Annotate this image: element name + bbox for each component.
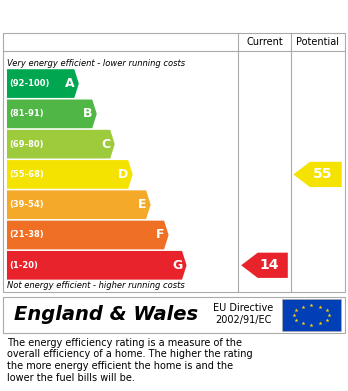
Text: Current: Current: [246, 37, 283, 47]
Text: 14: 14: [260, 258, 279, 272]
Polygon shape: [7, 221, 168, 249]
Polygon shape: [241, 253, 288, 278]
Text: (69-80): (69-80): [10, 140, 44, 149]
Text: (21-38): (21-38): [10, 231, 44, 240]
Text: EU Directive
2002/91/EC: EU Directive 2002/91/EC: [213, 303, 274, 325]
Polygon shape: [7, 69, 79, 98]
Text: Not energy efficient - higher running costs: Not energy efficient - higher running co…: [7, 281, 185, 290]
Text: A: A: [65, 77, 75, 90]
Polygon shape: [7, 160, 133, 189]
Text: D: D: [118, 168, 129, 181]
Text: G: G: [172, 259, 182, 272]
Text: F: F: [156, 228, 165, 242]
Text: Very energy efficient - lower running costs: Very energy efficient - lower running co…: [7, 59, 185, 68]
Bar: [282, 299, 341, 331]
Text: (39-54): (39-54): [10, 200, 44, 209]
Text: (92-100): (92-100): [10, 79, 50, 88]
Text: 55: 55: [313, 167, 332, 181]
Polygon shape: [7, 99, 97, 128]
Text: (81-91): (81-91): [10, 109, 44, 118]
Text: The energy efficiency rating is a measure of the
overall efficiency of a home. T: The energy efficiency rating is a measur…: [7, 338, 253, 383]
Polygon shape: [293, 162, 342, 187]
Text: C: C: [102, 138, 111, 151]
Text: (1-20): (1-20): [10, 261, 39, 270]
Polygon shape: [7, 251, 187, 280]
Text: Potential: Potential: [296, 37, 339, 47]
Polygon shape: [7, 130, 115, 158]
Text: Energy Efficiency Rating: Energy Efficiency Rating: [10, 7, 220, 23]
Text: England & Wales: England & Wales: [14, 305, 198, 325]
Polygon shape: [7, 190, 151, 219]
Text: E: E: [138, 198, 147, 211]
Text: (55-68): (55-68): [10, 170, 45, 179]
Text: B: B: [83, 108, 93, 120]
